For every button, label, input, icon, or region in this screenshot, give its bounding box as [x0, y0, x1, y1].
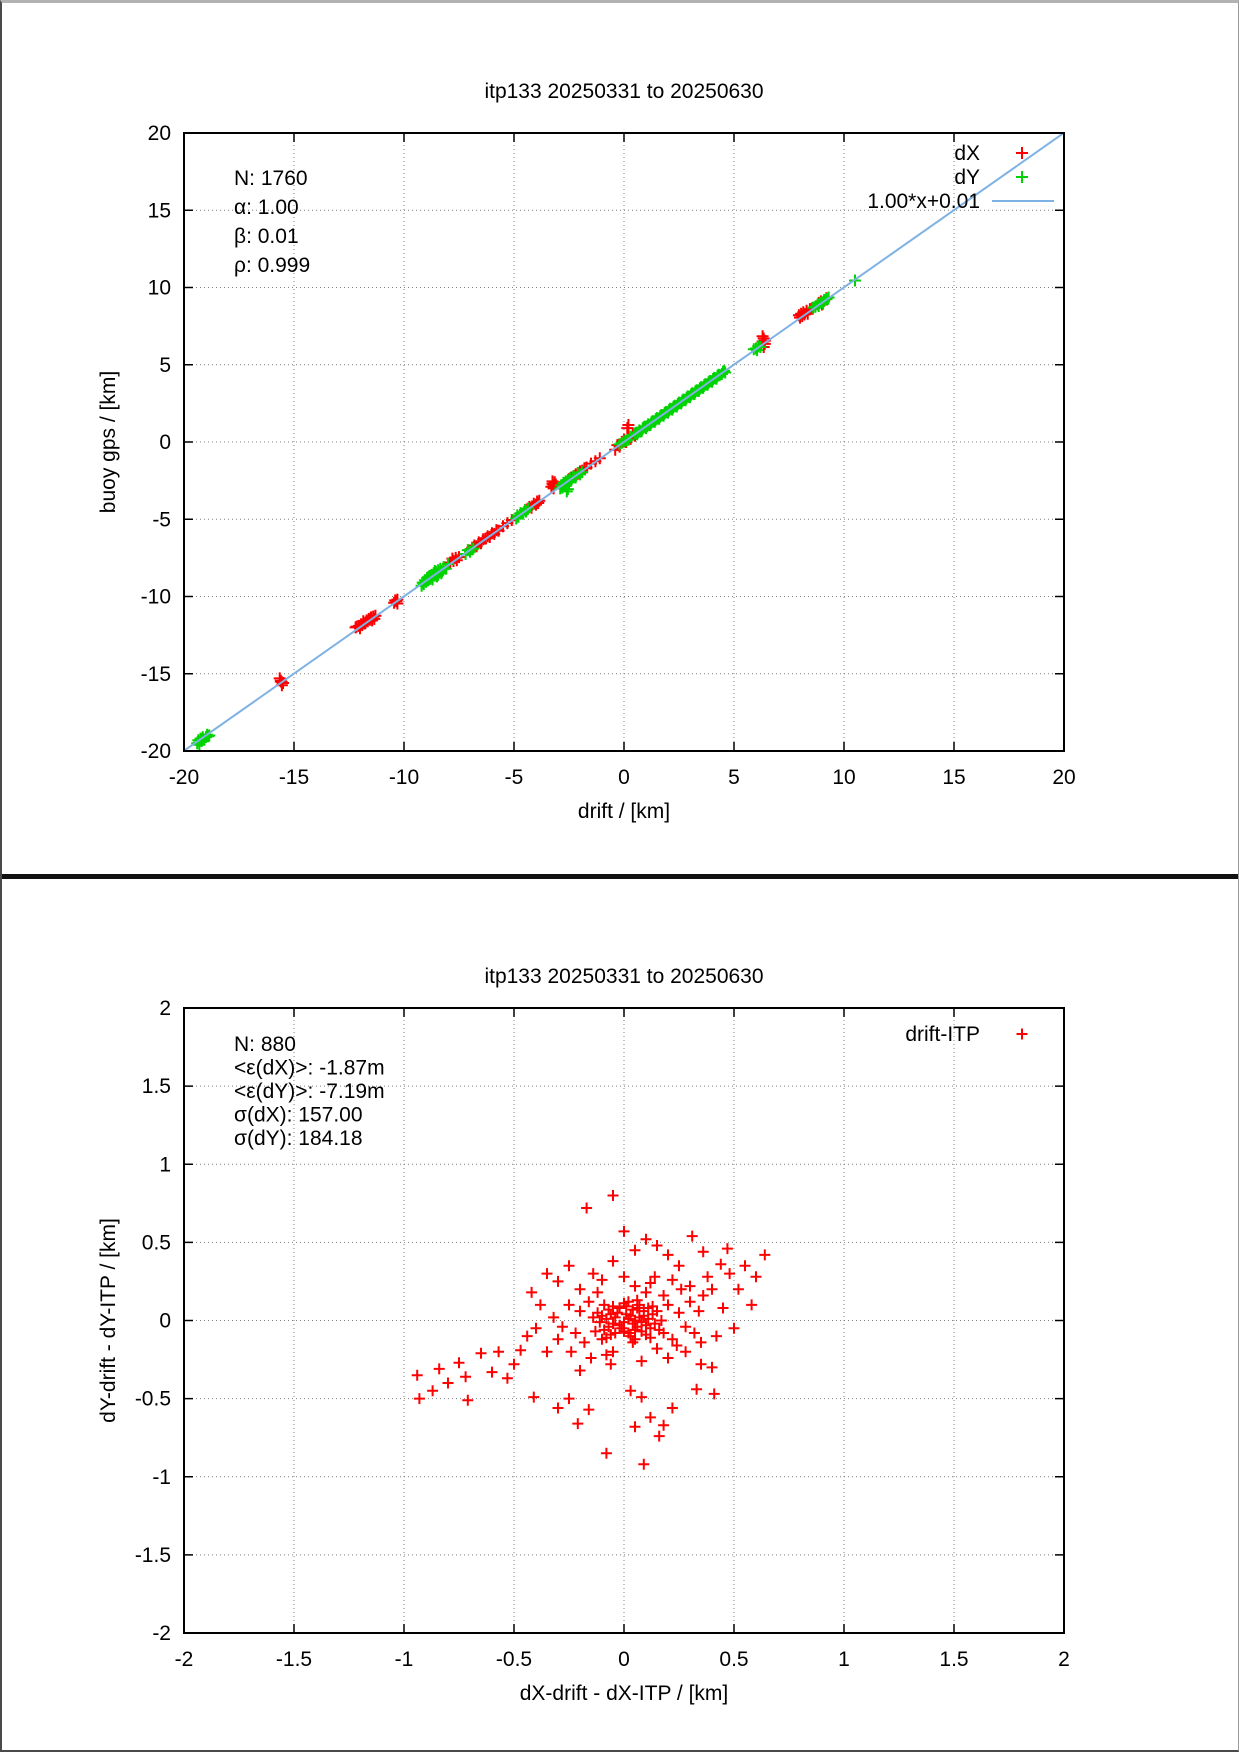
x-tick-label: 10 — [832, 766, 855, 789]
legend-marker-sample — [1016, 1028, 1028, 1040]
stats-line: α: 1.00 — [234, 196, 299, 219]
legend-label: dY — [954, 166, 980, 189]
x-tick-label: -0.5 — [496, 1648, 532, 1671]
series-1.00*x+0.01 — [183, 132, 1065, 752]
x-tick-label: 2 — [1058, 1648, 1070, 1671]
legend-label: dX — [954, 142, 980, 165]
x-tick-label: 1 — [838, 1648, 850, 1671]
x-tick-label: -20 — [169, 766, 199, 789]
stats-line: <ε(dX)>: -1.87m — [234, 1057, 385, 1080]
x-tick-label: -2 — [175, 1648, 194, 1671]
legend-label: 1.00*x+0.01 — [867, 190, 980, 213]
stats-line: σ(dY): 184.18 — [234, 1127, 363, 1150]
y-tick-label: -1.5 — [135, 1544, 171, 1567]
x-tick-label: -5 — [505, 766, 524, 789]
y-tick-label: -15 — [141, 663, 171, 686]
stats-line: N: 880 — [234, 1033, 296, 1056]
stats-line: β: 0.01 — [234, 225, 299, 248]
y-tick-label: -20 — [141, 740, 171, 763]
y-tick-label: -1 — [152, 1466, 171, 1489]
y-axis-label: buoy gps / [km] — [97, 371, 120, 513]
y-tick-label: -2 — [152, 1622, 171, 1645]
x-tick-label: 0 — [618, 1648, 630, 1671]
y-tick-label: 20 — [148, 122, 171, 145]
legend-marker-sample — [1016, 171, 1028, 183]
tick-marks — [183, 132, 1065, 752]
x-tick-label: 20 — [1052, 766, 1075, 789]
plots-canvas: -20 -15 -10 -5 0 5 10 15 20-20-15-10-505101520it… — [2, 80, 1238, 1705]
y-tick-label: 1 — [159, 1153, 171, 1176]
panel-separator — [2, 874, 1238, 879]
y-tick-label: 1.5 — [142, 1075, 171, 1098]
legend-label: drift-ITP — [905, 1023, 980, 1046]
y-tick-label: 5 — [159, 354, 171, 377]
x-tick-label: -10 — [389, 766, 419, 789]
chart-top: -20 -15 -10 -5 0 5 10 15 20 -20 -15 -10 -5 0 5 10 15 20 it… — [97, 80, 1076, 823]
y-tick-label: -10 — [141, 586, 171, 609]
tick-marks — [183, 1007, 1065, 1634]
stats-line: ρ: 0.999 — [234, 254, 310, 277]
x-tick-label: 0 — [618, 766, 630, 789]
x-axis-label: dX-drift - dX-ITP / [km] — [520, 1682, 728, 1705]
scatter-points-drift-ITP — [411, 1190, 771, 1470]
y-tick-label: 10 — [148, 277, 171, 300]
y-tick-label: 0 — [159, 431, 171, 454]
x-axis-label: drift / [km] — [578, 800, 670, 823]
y-tick-label: -0.5 — [135, 1388, 171, 1411]
stats-line: σ(dX): 157.00 — [234, 1104, 363, 1127]
stats-line: <ε(dY)>: -7.19m — [234, 1080, 385, 1103]
stats-line: N: 1760 — [234, 167, 308, 190]
y-tick-label: 0.5 — [142, 1231, 171, 1254]
x-tick-label: 1.5 — [939, 1648, 968, 1671]
x-tick-label: 5 — [728, 766, 740, 789]
x-tick-label: -1 — [395, 1648, 414, 1671]
y-tick-label: 2 — [159, 997, 171, 1020]
y-axis-label: dY-drift - dY-ITP / [km] — [97, 1218, 120, 1423]
x-tick-label: 15 — [942, 766, 965, 789]
chart-bottom: -2 -1.5 -1 -0.5 0 0.5 1 1.5 2 -2 -1.5 -1 -0.5 0 0.5 1 1.… — [97, 965, 1070, 1705]
x-tick-label: -1.5 — [276, 1648, 312, 1671]
x-tick-label: 0.5 — [719, 1648, 748, 1671]
chart-title: itp133 20250331 to 20250630 — [484, 965, 763, 988]
y-tick-label: -5 — [152, 508, 171, 531]
y-tick-label: 0 — [159, 1310, 171, 1333]
x-tick-label: -15 — [279, 766, 309, 789]
chart-title: itp133 20250331 to 20250630 — [484, 80, 763, 103]
y-tick-label: 15 — [148, 199, 171, 222]
legend-marker-sample — [1016, 147, 1028, 159]
series-drift-ITP — [411, 1190, 771, 1470]
